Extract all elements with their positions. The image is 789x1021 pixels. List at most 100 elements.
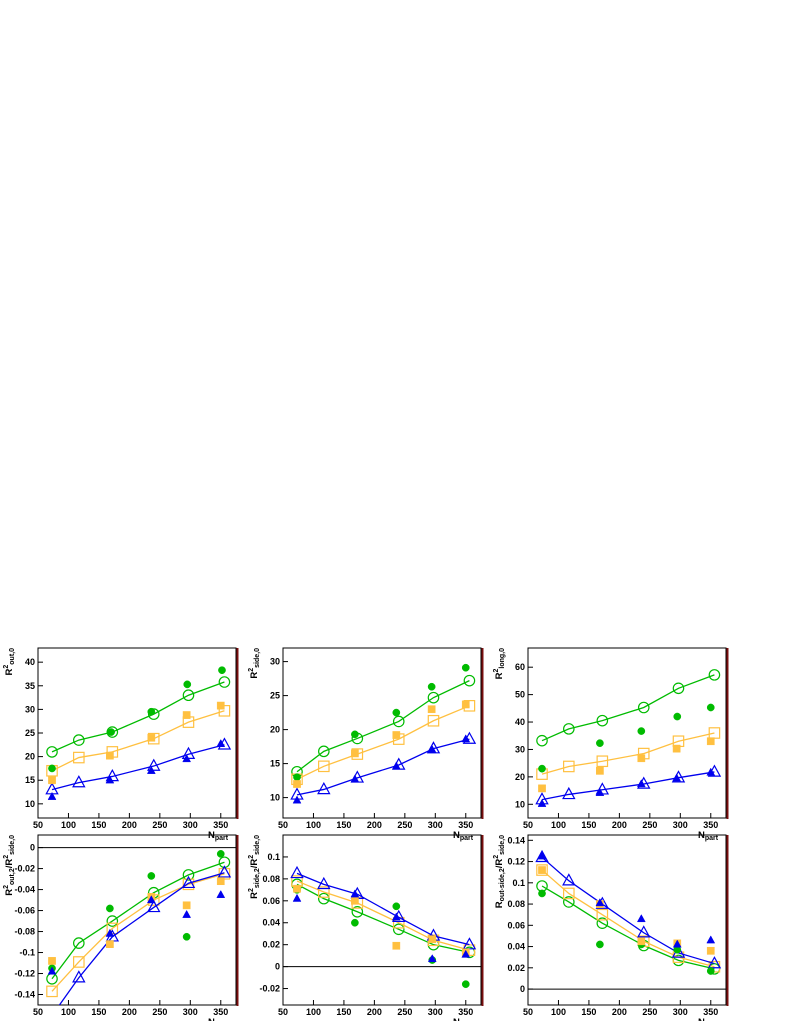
axis-label-part: R: [249, 672, 260, 679]
point: [706, 946, 715, 955]
point: [73, 937, 85, 949]
point: [318, 760, 330, 773]
point: [105, 928, 115, 937]
axis-label: Npart: [453, 830, 474, 842]
plot-area: [46, 850, 232, 1005]
frame: [37, 834, 237, 1006]
point: [637, 937, 646, 946]
point: [293, 780, 301, 788]
x-tick-label: 350: [703, 1007, 718, 1017]
y-tick-label: 0.02: [262, 940, 280, 950]
y-tick-label: 0.04: [262, 918, 280, 928]
axis-label: Npart: [698, 1017, 719, 1021]
point: [46, 746, 58, 758]
point: [105, 775, 115, 784]
point: [563, 760, 575, 773]
axis-label: Npart: [698, 830, 719, 842]
point: [182, 901, 191, 910]
y-tick-label: 30: [515, 744, 525, 754]
x-tick-label: 300: [183, 820, 198, 830]
axis-label-part: 2: [3, 885, 10, 889]
y-tick-label: 50: [515, 690, 525, 700]
axis-label-part: side,0: [254, 835, 261, 855]
y-tick-label: -0.14: [14, 990, 35, 1000]
point: [48, 957, 56, 965]
point: [290, 865, 304, 879]
plot-area: [45, 666, 232, 800]
point: [562, 873, 576, 886]
point: [73, 956, 85, 968]
point: [596, 739, 604, 747]
plot-area: [535, 849, 722, 975]
point: [182, 689, 195, 702]
axis-label-part: N: [453, 1017, 460, 1021]
point: [292, 893, 302, 902]
point: [706, 935, 716, 944]
point: [392, 941, 401, 950]
y-tick-label: 0.06: [262, 896, 280, 906]
x-tick-label: 100: [61, 820, 76, 830]
y-tick-label: 0.06: [507, 920, 525, 930]
point: [707, 956, 722, 969]
point: [317, 876, 331, 890]
point: [673, 712, 682, 721]
model-line: [51, 861, 225, 980]
point: [461, 734, 471, 743]
point: [106, 751, 114, 760]
point: [596, 940, 604, 949]
point: [596, 714, 609, 727]
axis-label-part: 2: [493, 669, 500, 673]
y-tick-label: 60: [515, 662, 525, 672]
point: [182, 932, 191, 941]
y-tick-label: -0.08: [14, 927, 35, 937]
x-tick-label: 50: [523, 820, 533, 830]
point: [537, 851, 547, 860]
x-tick-label: 150: [336, 820, 351, 830]
y-tick-label: 0: [275, 962, 280, 972]
axis-label: R2out,2/R2side,0: [3, 835, 16, 896]
frame: [527, 647, 727, 819]
axis-label-part: R: [494, 901, 505, 908]
y-tick-label: 20: [270, 725, 280, 735]
point: [636, 914, 646, 923]
y-tick-label: 0.08: [262, 874, 280, 884]
point: [708, 727, 721, 739]
point: [672, 744, 681, 753]
point: [706, 703, 715, 712]
panel: 50 100 150 200 250 300 350 10 15 20 25 30 R2side,0 Np…: [248, 647, 484, 842]
frame: [282, 834, 482, 1006]
point: [147, 899, 161, 913]
point: [216, 850, 225, 858]
point: [351, 749, 359, 758]
axis-label-part: 2: [248, 888, 255, 892]
x-tick-label: 50: [523, 1007, 533, 1017]
panel: 50 100 150 200 250 300 350 10 15 20 25 30 35 40 R2out,…: [3, 647, 239, 842]
axis-label-part: N: [208, 1017, 215, 1021]
y-tick-label: 0.1: [512, 878, 525, 888]
axis-label-part: 2: [248, 668, 255, 672]
point: [106, 726, 119, 738]
point: [351, 730, 359, 739]
point: [563, 887, 575, 900]
x-tick-label: 300: [673, 1007, 688, 1017]
point: [392, 731, 401, 739]
point: [216, 701, 225, 710]
x-tick-label: 100: [551, 1007, 566, 1017]
point: [672, 682, 685, 695]
point: [47, 966, 57, 975]
axis-label-part: R: [249, 892, 260, 899]
plot-area: [535, 669, 722, 807]
y-tick-label: 0.12: [507, 857, 525, 867]
y-tick-label: 35: [25, 681, 35, 691]
point: [427, 705, 436, 714]
point: [706, 767, 716, 776]
y-tick-label: 0.04: [507, 942, 525, 952]
point: [463, 674, 476, 687]
point: [708, 669, 721, 681]
point: [392, 708, 401, 717]
axis-label-part: R: [4, 669, 15, 676]
y-tick-label: -0.04: [14, 885, 35, 895]
point: [107, 728, 115, 736]
x-tick-label: 350: [458, 820, 473, 830]
